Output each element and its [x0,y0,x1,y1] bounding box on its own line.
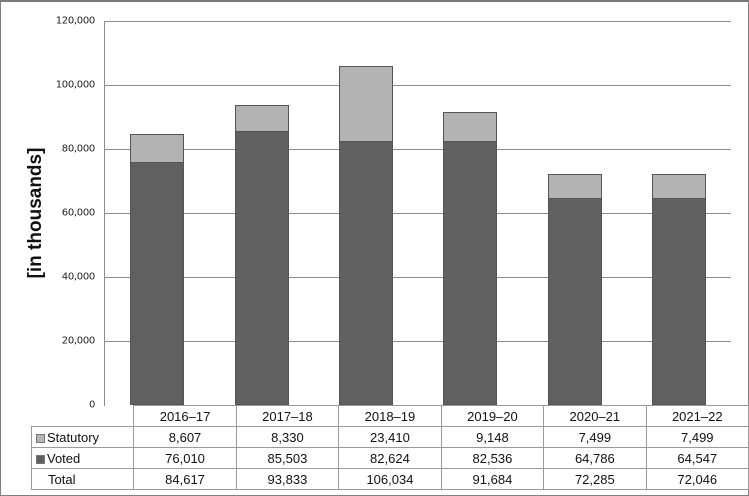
y-tick-label: 80,000 [61,143,96,155]
table-cell: 72,046 [645,468,749,490]
table-cell: 93,833 [235,468,340,490]
gridline [105,277,731,278]
bar-voted [651,198,706,405]
table-row-voted: Voted 76,010 85,503 82,624 82,536 64,786… [30,447,749,469]
table-cell: 8,607 [133,426,237,448]
category-label: 2021–22 [645,405,749,427]
y-tick-label: 20,000 [61,335,96,347]
y-axis-label: [in thousands] [25,147,46,279]
table-cell: 82,624 [338,447,442,469]
voted-swatch-icon [36,454,45,464]
y-axis-line [104,21,105,406]
table-cell: 91,684 [440,468,545,490]
bar-voted [547,197,602,405]
gridline [105,341,731,342]
table-cell: 72,285 [543,468,647,490]
category-label: 2017–18 [235,405,340,427]
table-row-total: Total 84,617 93,833 106,034 91,684 72,28… [30,468,749,490]
gridline [105,149,731,150]
gridline [105,213,731,214]
y-tick-label: 120,000 [55,15,96,27]
category-label: 2020–21 [543,405,647,427]
table-cell: 84,617 [133,468,237,490]
bar-statutory [443,111,498,142]
table-corner [31,405,135,427]
gridline [105,21,731,22]
bar-statutory [338,65,393,142]
bar-statutory [547,173,602,199]
table-cell: 106,034 [338,468,442,490]
y-tick-label: 100,000 [55,79,96,91]
statutory-swatch-icon [36,433,45,443]
bar-voted [443,140,498,405]
table-cell: 64,786 [543,447,647,469]
legend-voted: Voted [30,447,135,469]
data-table: 2016–17 2017–18 2018–19 2019–20 2020–21 … [30,405,749,490]
bar-statutory [234,104,289,133]
table-row-statutory: Statutory 8,607 8,330 23,410 9,148 7,499… [30,426,749,448]
table-cell: 76,010 [133,447,237,469]
category-label: 2018–19 [338,405,442,427]
bar-statutory [651,174,706,200]
table-cell: 23,410 [338,426,442,448]
y-tick-label: 60,000 [61,207,96,219]
table-cell: 7,499 [543,426,647,448]
bar-statutory [130,134,185,163]
legend-statutory: Statutory [30,426,135,448]
table-cell: 82,536 [440,447,545,469]
category-label: 2016–17 [133,405,237,427]
bar-voted [338,140,393,405]
y-tick-label: 0 [88,399,95,411]
category-label: 2019–20 [440,405,545,427]
bar-voted [234,131,289,405]
table-cell: 8,330 [235,426,340,448]
table-cell: 7,499 [645,426,749,448]
table-cell: 64,547 [645,447,749,469]
gridline [105,85,731,86]
table-cell: 9,148 [440,426,545,448]
bar-voted [130,161,185,405]
total-label: Total [30,468,135,490]
table-cell: 85,503 [235,447,340,469]
table-header-row: 2016–17 2017–18 2018–19 2019–20 2020–21 … [31,405,749,427]
y-tick-label: 40,000 [61,271,96,283]
